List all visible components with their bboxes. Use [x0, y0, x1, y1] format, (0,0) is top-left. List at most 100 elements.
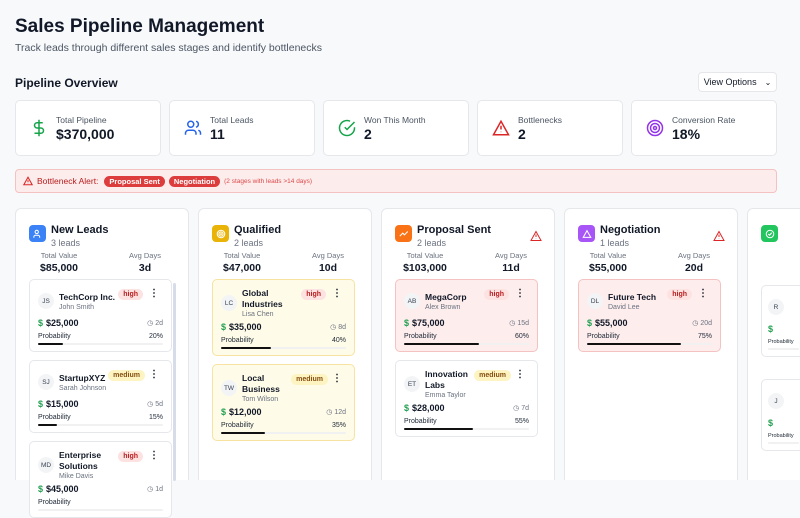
priority-badge: medium — [474, 370, 511, 381]
pipeline-column: Negotiation 1 leads Total Value $55,000 A… — [564, 208, 738, 480]
check-circle-icon — [338, 119, 356, 137]
dollar-icon: $ — [221, 322, 227, 332]
avatar: AB — [404, 293, 420, 309]
lead-days: 1d — [155, 486, 163, 493]
dollar-icon: $ — [38, 484, 44, 494]
probability-label: Probability — [587, 333, 620, 340]
alert-triangle-icon — [23, 176, 33, 186]
lead-card[interactable]: LC Global Industries Lisa Chen high ⋮ $ $… — [212, 279, 355, 356]
more-options-icon[interactable]: ⋮ — [149, 450, 159, 461]
priority-badge: medium — [291, 374, 328, 385]
lead-card[interactable]: AB MegaCorp Alex Brown high ⋮ $ $75,000 ◷… — [395, 279, 538, 352]
lead-card[interactable]: JS TechCorp Inc. John Smith high ⋮ $ $25,… — [29, 279, 172, 352]
probability-value: 15% — [148, 414, 163, 421]
column-count: 2 leads — [417, 238, 447, 248]
column-count: 3 leads — [51, 238, 81, 248]
lead-days: 5d — [155, 401, 163, 408]
probability-value: 40% — [331, 337, 346, 344]
probability-label: Probability — [768, 433, 794, 439]
probability-label: Probability — [404, 418, 437, 425]
lead-company: MegaCorp — [425, 291, 467, 302]
column-count: 1 leads — [600, 238, 630, 248]
probability-bar — [38, 424, 163, 426]
avg-days: 11d — [502, 262, 520, 274]
lead-contact: Alex Brown — [425, 303, 461, 311]
probability-bar — [38, 509, 163, 511]
total-value-label: Total Value — [223, 251, 261, 260]
total-value: $47,000 — [223, 262, 261, 274]
view-options-button[interactable]: View Options ⌄ — [698, 72, 777, 92]
lead-card[interactable]: R $ Probability — [761, 285, 800, 357]
more-options-icon[interactable]: ⋮ — [698, 288, 708, 299]
probability-label: Probability — [404, 333, 437, 340]
avatar: R — [768, 299, 784, 315]
scrollbar[interactable] — [173, 283, 176, 481]
dollar-icon: $ — [768, 418, 774, 428]
more-options-icon[interactable]: ⋮ — [515, 369, 525, 380]
avg-days-label: Avg Days — [129, 251, 161, 260]
lead-card[interactable]: SJ StartupXYZ Sarah Johnson medium ⋮ $ $1… — [29, 360, 172, 433]
lead-card[interactable]: DL Future Tech David Lee high ⋮ $ $55,000… — [578, 279, 721, 352]
more-options-icon[interactable]: ⋮ — [332, 288, 342, 299]
pipeline-column: R $ Probability J $ Probability — [747, 208, 800, 480]
dollar-icon: $ — [38, 399, 44, 409]
avg-days: 10d — [318, 262, 338, 274]
probability-value: 55% — [514, 418, 529, 425]
lead-value: $12,000 — [229, 407, 262, 417]
stat-card: Total Leads 11 — [169, 100, 315, 156]
lead-days: 12d — [334, 409, 346, 416]
clock-icon: ◷ — [330, 324, 337, 331]
total-value-label: Total Value — [40, 251, 78, 260]
page-title: Sales Pipeline Management — [15, 16, 265, 37]
target-icon — [212, 225, 229, 242]
probability-value: 20% — [148, 333, 163, 340]
probability-label: Probability — [38, 333, 71, 340]
dollar-icon: $ — [221, 407, 227, 417]
stat-value: $370,000 — [56, 125, 115, 142]
lead-contact: John Smith — [59, 303, 95, 311]
alert-triangle-icon — [578, 225, 595, 242]
lead-days: 15d — [517, 320, 529, 327]
probability-bar — [221, 347, 346, 349]
column-count: 2 leads — [234, 238, 264, 248]
alert-stage-badge[interactable]: Proposal Sent — [104, 175, 165, 187]
more-options-icon[interactable]: ⋮ — [332, 373, 342, 384]
lead-company: Global Industries — [242, 288, 283, 309]
lead-company: Local Business — [242, 373, 280, 394]
probability-bar — [768, 348, 799, 350]
clock-icon: ◷ — [509, 320, 516, 327]
clock-icon: ◷ — [326, 409, 333, 416]
total-value: $103,000 — [403, 262, 447, 274]
probability-bar — [404, 343, 529, 345]
alert-triangle-icon — [530, 229, 542, 247]
clock-icon: ◷ — [147, 486, 154, 493]
lead-card[interactable]: TW Local Business Tom Wilson medium ⋮ $ $… — [212, 364, 355, 441]
priority-badge: high — [118, 289, 143, 300]
lead-value: $45,000 — [46, 484, 79, 494]
more-options-icon[interactable]: ⋮ — [149, 369, 159, 380]
probability-value: 60% — [514, 333, 529, 340]
probability-bar — [587, 343, 712, 345]
lead-card[interactable]: J $ Probability — [761, 379, 800, 451]
lead-company: TechCorp Inc. — [59, 291, 116, 302]
probability-value: 35% — [331, 422, 346, 429]
lead-company: Innovation Labs — [425, 369, 468, 390]
lead-days: 7d — [521, 405, 529, 412]
avatar: ET — [404, 376, 420, 392]
lead-company: StartupXYZ — [59, 372, 106, 383]
alert-stage-badge[interactable]: Negotiation — [168, 175, 221, 187]
more-options-icon[interactable]: ⋮ — [515, 288, 525, 299]
lead-value: $75,000 — [412, 318, 445, 328]
lead-value: $25,000 — [46, 318, 79, 328]
avatar: MD — [38, 457, 54, 473]
column-title: Qualified — [234, 224, 282, 236]
more-options-icon[interactable]: ⋮ — [149, 288, 159, 299]
stat-value: 11 — [210, 125, 225, 142]
lead-contact: Mike Davis — [59, 473, 94, 480]
priority-badge: high — [118, 451, 143, 462]
lead-card[interactable]: ET Innovation Labs Emma Taylor medium ⋮ … — [395, 360, 538, 437]
section-title: Pipeline Overview — [15, 76, 118, 90]
lead-contact: Lisa Chen — [242, 311, 274, 318]
target-icon — [646, 119, 664, 137]
column-title: Proposal Sent — [417, 224, 491, 236]
